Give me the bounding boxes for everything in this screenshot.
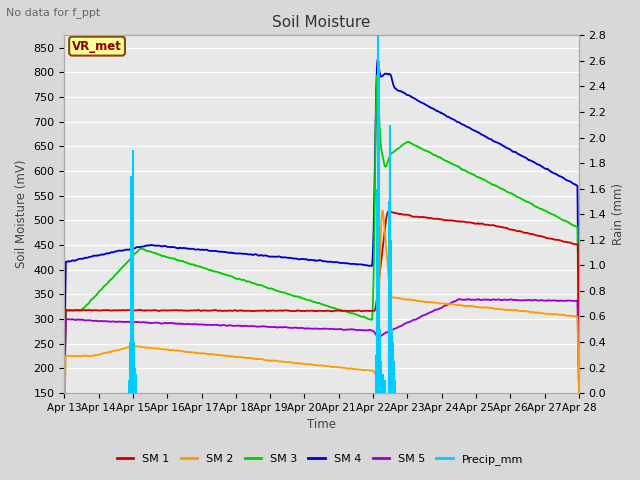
Text: VR_met: VR_met: [72, 40, 122, 53]
X-axis label: Time: Time: [307, 419, 336, 432]
Y-axis label: Rain (mm): Rain (mm): [612, 183, 625, 245]
Title: Soil Moisture: Soil Moisture: [273, 15, 371, 30]
Text: No data for f_ppt: No data for f_ppt: [6, 7, 100, 18]
Y-axis label: Soil Moisture (mV): Soil Moisture (mV): [15, 160, 28, 268]
Legend: SM 1, SM 2, SM 3, SM 4, SM 5, Precip_mm: SM 1, SM 2, SM 3, SM 4, SM 5, Precip_mm: [112, 450, 528, 469]
